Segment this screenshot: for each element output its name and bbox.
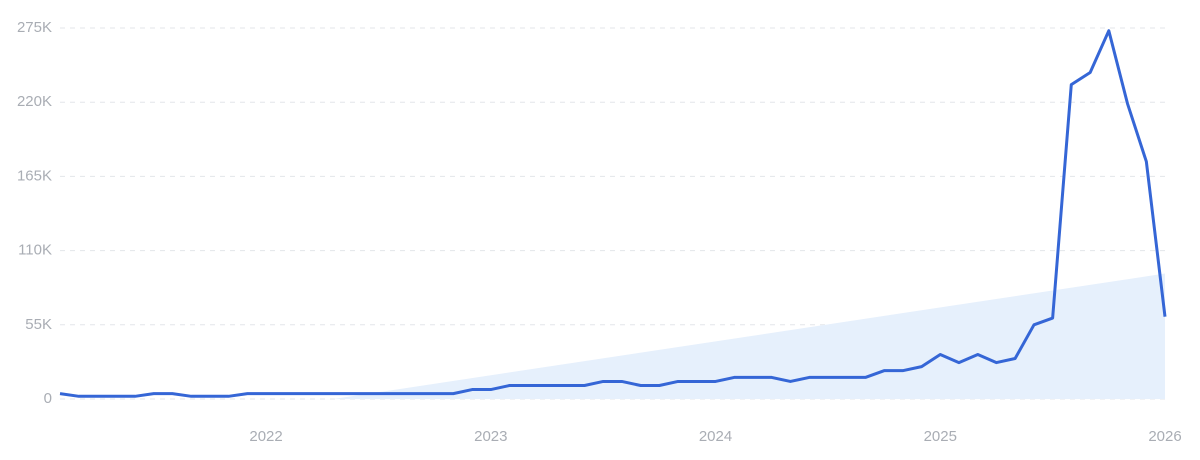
- y-tick-label: 275K: [17, 19, 52, 36]
- line: [59, 29, 1167, 398]
- x-tick-label: 2023: [474, 428, 507, 445]
- y-tick-label: 220K: [17, 93, 52, 110]
- y-tick-label: 110K: [18, 242, 52, 259]
- y-tick-label: 165K: [17, 167, 52, 184]
- x-tick-label: 2025: [924, 428, 957, 445]
- x-tick-label: 2026: [1148, 428, 1181, 445]
- trend-area: [333, 273, 1165, 399]
- x-tick-label: 2024: [699, 428, 732, 445]
- x-tick-label: 2022: [249, 428, 282, 445]
- y-tick-label: 0: [44, 390, 52, 407]
- y-tick-label: 55K: [25, 316, 52, 333]
